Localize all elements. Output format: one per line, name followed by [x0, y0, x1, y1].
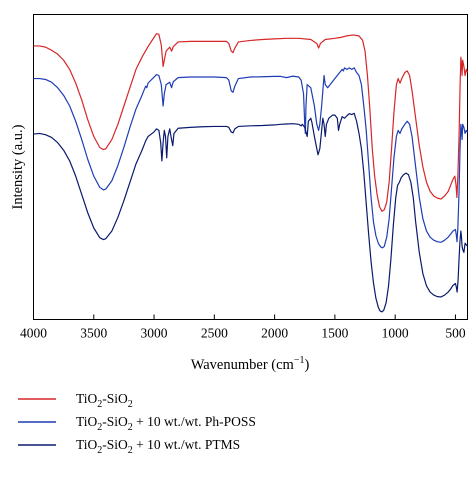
- series-line-3: [33, 112, 468, 313]
- x-tick-label: 2500: [201, 326, 228, 341]
- legend-label-3: TiO2-SiO2 + 10 wt./wt. PTMS: [76, 437, 240, 456]
- series-layer: [33, 33, 469, 313]
- x-axis-label-end: ): [304, 357, 309, 373]
- legend-text-part: 2: [97, 422, 102, 433]
- legend-text-part: + 10 wt./wt. PTMS: [133, 437, 240, 452]
- x-axis-label-sup: −1: [294, 355, 305, 366]
- x-axis-label: Wavenumber (cm−1): [191, 355, 310, 373]
- legend-text-part: 2: [128, 422, 133, 433]
- series-line-2: [33, 67, 468, 249]
- legend-text-part: 2: [128, 399, 133, 410]
- x-tick-label: 1500: [321, 326, 348, 341]
- x-tick-label: 4000: [20, 326, 47, 341]
- y-axis-label: Intensity (a.u.): [10, 124, 26, 209]
- x-tick-label: 3500: [80, 326, 107, 341]
- x-axis-ticks: 4000 3500 3000 2500 2000 1500 1000 500: [20, 314, 466, 341]
- plot-frame: [33, 14, 468, 320]
- series-line-1: [33, 33, 469, 212]
- legend-text-part: TiO: [76, 414, 98, 429]
- x-axis-label-main: Wavenumber (cm: [191, 357, 295, 373]
- legend-text-part: 2: [97, 399, 102, 410]
- legend-text-part: TiO: [76, 391, 98, 406]
- legend-text-part: + 10 wt./wt. Ph-POSS: [133, 414, 256, 429]
- legend-text-part: -SiO: [102, 414, 128, 429]
- x-tick-label: 1000: [382, 326, 409, 341]
- legend-text-part: TiO: [76, 437, 98, 452]
- x-tick-label: 2000: [261, 326, 288, 341]
- x-tick-label: 500: [445, 326, 466, 341]
- legend-text-part: 2: [128, 445, 133, 456]
- legend-label-1: TiO2-SiO2: [76, 391, 133, 410]
- legend-text-part: 2: [97, 445, 102, 456]
- legend-label-2: TiO2-SiO2 + 10 wt./wt. Ph-POSS: [76, 414, 256, 433]
- x-tick-label: 3000: [141, 326, 168, 341]
- legend-text-part: -SiO: [102, 437, 128, 452]
- legend-text-part: -SiO: [102, 391, 128, 406]
